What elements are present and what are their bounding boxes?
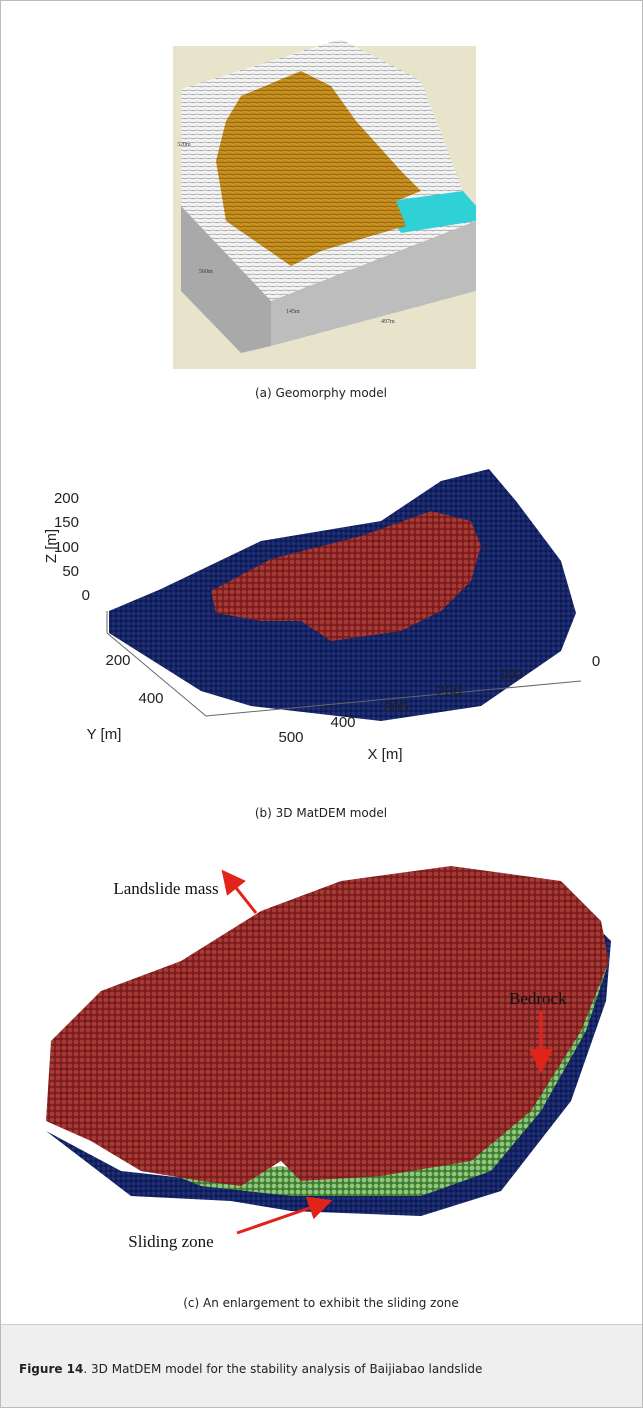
figure-page: 320m 560m 145m 497m (a) Geomorphy model … — [0, 0, 643, 1408]
x-tick-label: 300 — [383, 699, 408, 716]
z-tick-label: 50 — [62, 563, 79, 580]
dimension-label: 497m — [381, 319, 395, 325]
figure-caption-text: . 3D MatDEM model for the stability anal… — [83, 1362, 482, 1376]
x-tick-label: 100 — [498, 666, 523, 683]
z-tick-label: 150 — [54, 514, 79, 531]
annotation: Bedrock — [509, 989, 567, 1008]
panel-caption: (c) An enlargement to exhibit the slidin… — [183, 1296, 459, 1310]
matdem-plot: 200 150 100 50 0 Z [m] 200 400 Y [m] 500… — [43, 469, 600, 763]
arrow — [229, 879, 256, 913]
annotation: Sliding zone — [128, 1232, 213, 1251]
x-tick-label: 200 — [436, 683, 461, 700]
figure-caption-box: Figure 14. 3D MatDEM model for the stabi… — [1, 1324, 642, 1408]
z-tick-label: 200 — [54, 490, 79, 507]
y-tick-label: 200 — [105, 652, 130, 669]
y-tick-label: 400 — [138, 690, 163, 707]
x-tick-label: 0 — [592, 653, 600, 670]
z-tick-label: 0 — [82, 587, 90, 604]
panel-caption: (a) Geomorphy model — [255, 386, 387, 400]
z-axis-label: Z [m] — [43, 529, 60, 563]
y-axis-label: Y [m] — [87, 726, 122, 743]
figure-label: Figure 14 — [19, 1362, 83, 1376]
panel-caption: (b) 3D MatDEM model — [255, 806, 387, 820]
dimension-label: 560m — [199, 269, 213, 275]
x-axis-label: X [m] — [367, 746, 402, 763]
x-tick-label: 500 — [278, 729, 303, 746]
figure-caption: Figure 14. 3D MatDEM model for the stabi… — [19, 1362, 482, 1376]
geomorphy-image: 320m 560m 145m 497m — [173, 39, 476, 369]
figure-canvas: 320m 560m 145m 497m (a) Geomorphy model … — [1, 1, 642, 1324]
annotation: Landslide mass — [113, 879, 218, 898]
enlargement-image: Landslide mass Bedrock Sliding zone — [46, 866, 611, 1251]
x-tick-label: 400 — [330, 714, 355, 731]
dimension-label: 320m — [177, 142, 191, 148]
dimension-label: 145m — [286, 309, 300, 315]
